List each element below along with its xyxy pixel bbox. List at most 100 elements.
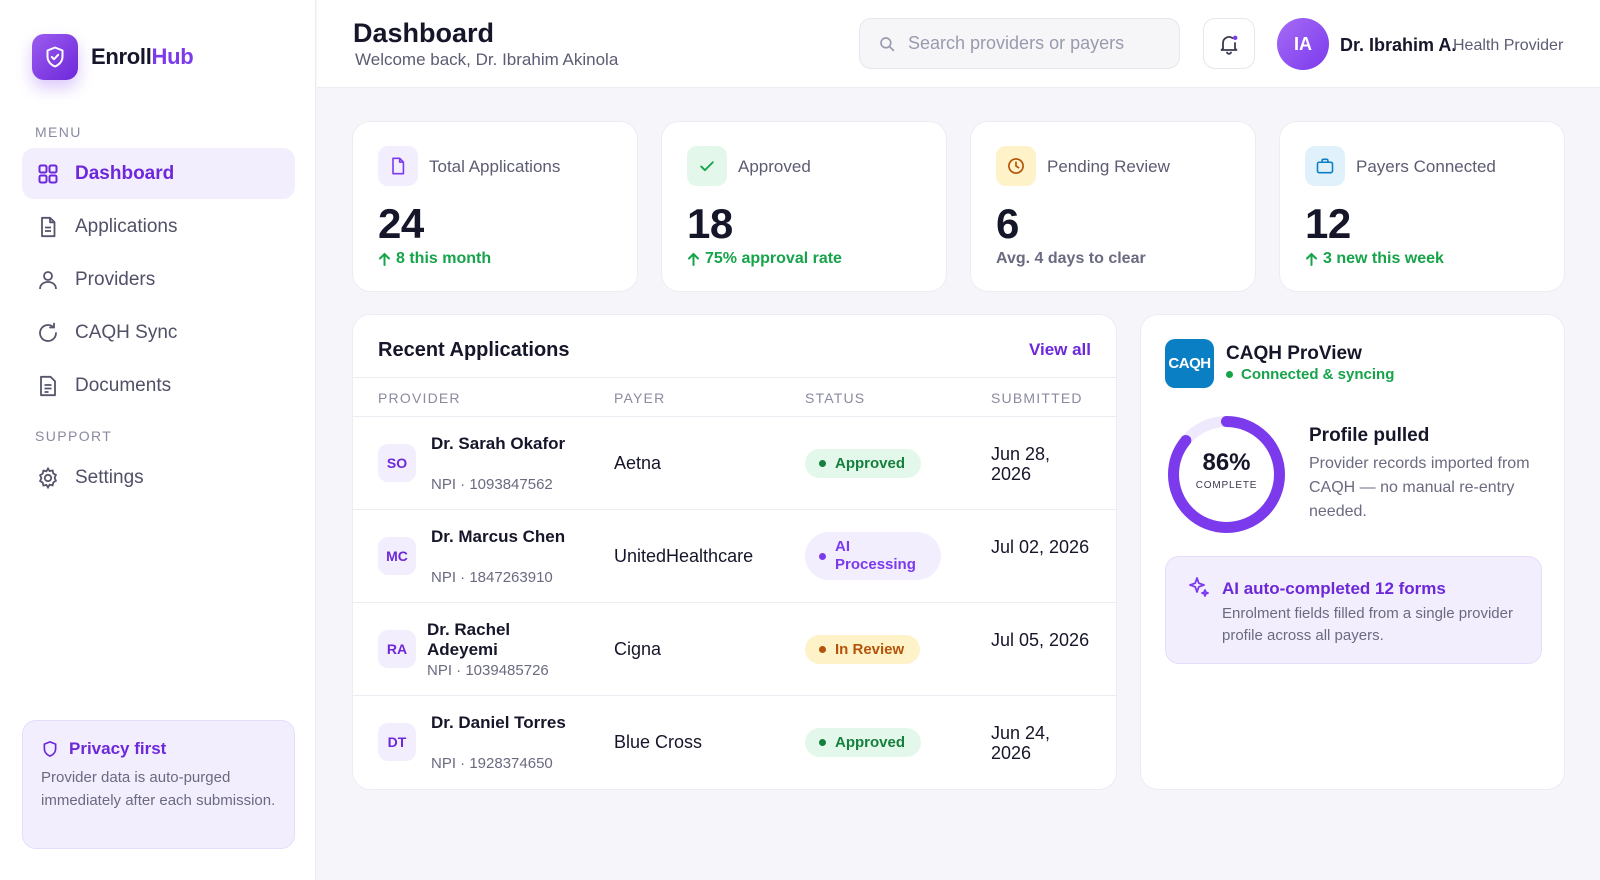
shield-logo-icon	[32, 34, 78, 80]
gear-icon	[38, 466, 58, 489]
progress-value: 86%	[1202, 449, 1251, 476]
stat-label: Pending Review	[1047, 157, 1170, 176]
arrow-up-icon	[1306, 252, 1317, 266]
sidebar-item-applications[interactable]: Applications	[22, 201, 295, 252]
ai-text: Enrolment fields filled from a single pr…	[1222, 605, 1513, 644]
stat-card-pending-review: Pending Review 6 Avg. 4 days to clear	[970, 121, 1256, 292]
provider-initials: RA	[378, 630, 416, 668]
status-badge: Approved	[805, 449, 922, 478]
status-badge: Approved	[805, 728, 922, 757]
privacy-text: Provider data is auto-purged immediately…	[41, 769, 276, 809]
caqh-status: Connected & syncing	[1226, 366, 1394, 383]
progress-ring	[1168, 416, 1285, 533]
sidebar-item-label: Documents	[75, 374, 172, 396]
search-icon	[880, 36, 895, 51]
provider-npi: NPI · 1928374650	[431, 755, 553, 772]
stat-value: 12	[1305, 200, 1351, 247]
user-icon	[39, 270, 57, 289]
document-icon	[41, 216, 56, 237]
submitted-date: Jun 28, 2026	[991, 444, 1051, 484]
stat-value: 18	[687, 200, 733, 247]
search-input[interactable]	[908, 33, 1168, 54]
brand-name: EnrollHub	[91, 44, 194, 69]
check-icon	[687, 146, 727, 186]
sidebar-item-label: Applications	[75, 215, 178, 237]
search-box[interactable]	[859, 18, 1180, 69]
provider-npi: NPI · 1039485726	[427, 662, 549, 679]
view-all-link[interactable]: View all	[1028, 340, 1091, 359]
column-header-submitted: SUBMITTED	[991, 390, 1083, 406]
clock-icon	[996, 146, 1036, 186]
sidebar-item-label: Dashboard	[75, 162, 175, 184]
provider-initials: MC	[378, 537, 416, 575]
stat-value: 6	[996, 200, 1019, 247]
progress-ring-arc	[1168, 416, 1285, 533]
stat-label: Payers Connected	[1356, 157, 1496, 176]
submitted-date: Jul 05, 2026	[991, 630, 1090, 650]
sidebar-item-providers[interactable]: Providers	[22, 254, 295, 305]
recent-applications-title: Recent Applications	[378, 339, 570, 361]
table-row[interactable]: RA Dr. Rachel Adeyemi NPI · 1039485726 C…	[353, 603, 1116, 696]
payer-name: Cigna	[614, 639, 662, 659]
stat-card-total-applications: Total Applications 24 8 this month	[352, 121, 638, 292]
ai-summary-card: AI auto-completed 12 forms Enrolment fie…	[1165, 556, 1542, 664]
privacy-card: Privacy first Provider data is auto-purg…	[22, 720, 295, 849]
sidebar-item-label: Providers	[75, 268, 156, 290]
submitted-date: Jul 02, 2026	[991, 537, 1090, 557]
provider-name: Dr. Marcus Chen	[431, 527, 566, 546]
stat-note: 3 new this week	[1305, 250, 1444, 268]
ai-title: AI auto-completed 12 forms	[1222, 579, 1446, 598]
sidebar-item-dashboard[interactable]: Dashboard	[22, 148, 295, 199]
document-icon	[378, 146, 418, 186]
provider-name: Dr. Daniel Torres	[431, 713, 566, 732]
support-heading: SUPPORT	[35, 428, 113, 444]
stat-note: 75% approval rate	[687, 250, 842, 268]
sidebar-item-label: Settings	[75, 466, 144, 488]
table-row[interactable]: MC Dr. Marcus Chen NPI · 1847263910 Unit…	[353, 510, 1116, 603]
table-header: PROVIDER PAYER STATUS SUBMITTED	[353, 377, 1116, 417]
caqh-logo: CAQH	[1165, 339, 1214, 388]
notifications-button[interactable]	[1203, 18, 1255, 69]
payer-name: Blue Cross	[614, 732, 703, 752]
user-name: Dr. Ibrahim A.	[1340, 35, 1457, 55]
status-dot-icon	[1226, 371, 1233, 378]
payer-name: UnitedHealthcare	[614, 546, 754, 566]
sidebar-item-label: CAQH Sync	[75, 321, 178, 343]
stat-note: 8 this month	[378, 250, 491, 268]
avatar[interactable]: IA	[1277, 18, 1329, 70]
profile-title: Profile pulled	[1309, 425, 1430, 446]
caqh-proview-card: CAQH CAQH ProView Connected & syncing 86…	[1140, 314, 1565, 790]
briefcase-icon	[1305, 146, 1345, 186]
bell-icon	[1220, 35, 1238, 55]
provider-initials: DT	[378, 723, 416, 761]
menu-heading: MENU	[35, 124, 82, 140]
arrow-up-icon	[379, 252, 390, 266]
profile-text: Provider records imported from CAQH — no…	[1309, 455, 1530, 520]
stat-card-approved: Approved 18 75% approval rate	[661, 121, 947, 292]
welcome-subtitle: Welcome back, Dr. Ibrahim Akinola	[355, 50, 619, 69]
stat-label: Total Applications	[429, 157, 561, 176]
sidebar: EnrollHub MENU Dashboard Applications Pr…	[0, 0, 316, 880]
stat-value: 24	[378, 200, 424, 247]
brand[interactable]: EnrollHub	[32, 34, 194, 80]
provider-npi: NPI · 1093847562	[431, 476, 553, 493]
arrow-up-icon	[688, 252, 699, 266]
sidebar-item-caqh-sync[interactable]: CAQH Sync	[22, 307, 295, 358]
sidebar-item-documents[interactable]: Documents	[22, 360, 295, 411]
stat-card-payers-connected: Payers Connected 12 3 new this week	[1279, 121, 1565, 292]
stat-note: Avg. 4 days to clear	[996, 250, 1146, 267]
top-bar: Dashboard Welcome back, Dr. Ibrahim Akin…	[317, 0, 1600, 88]
recent-applications-card: Recent Applications View all PROVIDER PA…	[352, 314, 1117, 790]
table-row[interactable]: DT Dr. Daniel Torres NPI · 1928374650 Bl…	[353, 696, 1116, 789]
shield-icon	[43, 741, 57, 757]
grid-icon	[38, 164, 58, 183]
status-badge: In Review	[805, 635, 921, 664]
privacy-title: Privacy first	[69, 739, 167, 758]
provider-npi: NPI · 1847263910	[431, 569, 553, 586]
page-title: Dashboard	[353, 18, 495, 48]
progress-label: COMPLETE	[1195, 480, 1258, 491]
submitted-date: Jun 24, 2026	[991, 723, 1051, 763]
provider-initials: SO	[378, 444, 416, 482]
table-row[interactable]: SO Dr. Sarah Okafor NPI · 1093847562 Aet…	[353, 417, 1116, 510]
sidebar-item-settings[interactable]: Settings	[22, 452, 295, 503]
